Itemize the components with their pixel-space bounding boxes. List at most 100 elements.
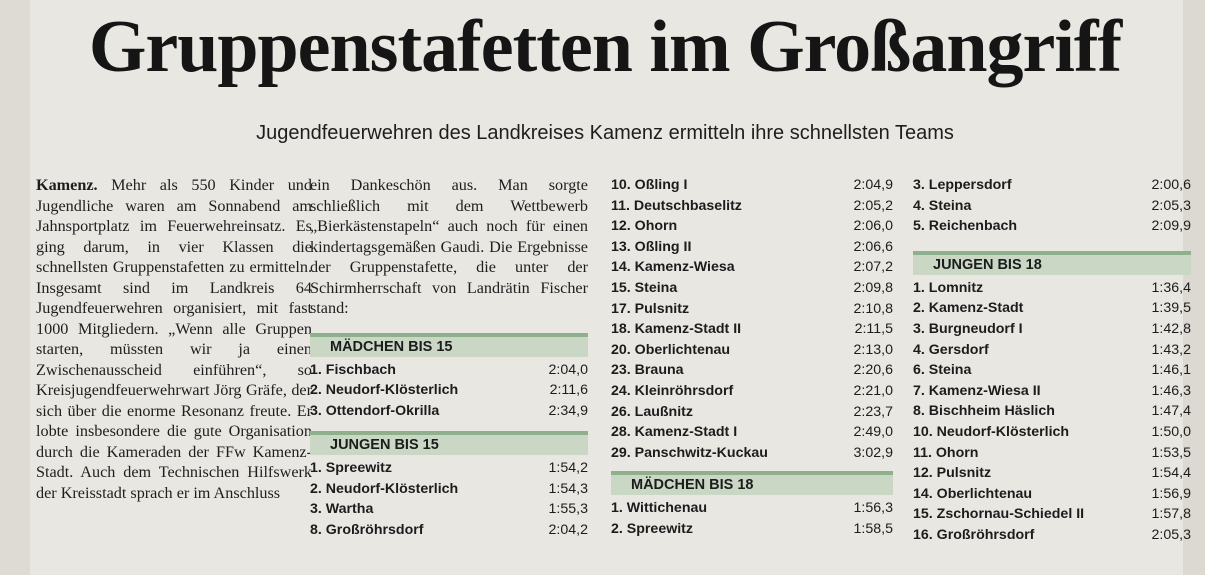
- article-column-2: ein Dankeschön aus. Man sorgte schließli…: [310, 175, 588, 541]
- team-name: 16. Großröhrsdorf: [913, 526, 1035, 543]
- result-row: 17. Pulsnitz 2:10,8: [611, 299, 893, 320]
- team-name: 4. Steina: [913, 197, 972, 214]
- result-time: 2:49,0: [853, 424, 893, 441]
- article-text-1: Mehr als 550 Kinder und Jugendliche ware…: [36, 176, 312, 502]
- result-row: 7. Kamenz-Wiesa II 1:46,3: [913, 381, 1191, 402]
- section-header-jungen-18: JUNGEN BIS 18: [913, 250, 1191, 275]
- result-time: 2:06,6: [853, 238, 893, 255]
- result-row: 3. Ottendorf-Okrilla 2:34,9: [310, 401, 588, 422]
- result-time: 1:57,8: [1151, 506, 1191, 523]
- result-row: 2. Neudorf-Klösterlich 1:54,3: [310, 479, 588, 500]
- result-time: 1:50,0: [1151, 423, 1191, 440]
- result-time: 1:58,5: [853, 520, 893, 537]
- team-name: 3. Burgneudorf I: [913, 320, 1023, 337]
- result-time: 2:05,3: [1151, 197, 1191, 214]
- result-row: 14. Oberlichtenau 1:56,9: [913, 484, 1191, 505]
- result-time: 2:09,8: [853, 279, 893, 296]
- team-name: 12. Pulsnitz: [913, 465, 992, 482]
- result-time: 2:20,6: [853, 362, 893, 379]
- team-name: 4. Gersdorf: [913, 341, 989, 358]
- team-name: 3. Ottendorf-Okrilla: [310, 402, 440, 419]
- result-time: 2:04,0: [548, 361, 588, 378]
- result-row: 10. Oßling I 2:04,9: [611, 175, 893, 196]
- team-name: 8. Großröhrsdorf: [310, 522, 424, 539]
- team-name: 2. Neudorf-Klösterlich: [310, 382, 459, 399]
- section-header-maedchen-15: MÄDCHEN BIS 15: [310, 332, 588, 357]
- result-time: 1:47,4: [1151, 403, 1191, 420]
- subheadline: Jugendfeuerwehren des Landkreises Kamenz…: [256, 122, 954, 144]
- team-name: 2. Neudorf-Klösterlich: [310, 480, 459, 497]
- result-time: 1:36,4: [1151, 279, 1191, 296]
- result-row: 1. Wittichenau 1:56,3: [611, 498, 893, 519]
- result-time: 3:02,9: [853, 444, 893, 461]
- result-time: 1:54,4: [1151, 465, 1191, 482]
- result-time: 2:10,8: [853, 300, 893, 317]
- result-row: 23. Brauna 2:20,6: [611, 360, 893, 381]
- result-row: 12. Pulsnitz 1:54,4: [913, 463, 1191, 484]
- result-time: 1:46,3: [1151, 382, 1191, 399]
- team-name: 26. Laußnitz: [611, 403, 693, 420]
- result-time: 2:00,6: [1151, 177, 1191, 193]
- team-name: 15. Zschornau-Schiedel II: [913, 506, 1085, 523]
- result-time: 2:09,9: [1151, 218, 1191, 235]
- team-name: 1. Wittichenau: [611, 500, 708, 517]
- team-name: 11. Ohorn: [913, 444, 979, 461]
- result-row: 3. Wartha 1:55,3: [310, 499, 588, 520]
- team-name: 1. Lomnitz: [913, 279, 984, 296]
- result-time: 2:05,3: [1151, 526, 1191, 543]
- result-row: 5. Reichenbach 2:09,9: [913, 216, 1191, 237]
- result-time: 2:34,9: [548, 402, 588, 419]
- result-row: 1. Fischbach 2:04,0: [310, 360, 588, 381]
- result-time: 2:23,7: [853, 403, 893, 420]
- result-time: 2:13,0: [853, 341, 893, 358]
- team-name: 15. Steina: [611, 279, 678, 296]
- team-name: 13. Oßling II: [611, 238, 692, 255]
- result-row: 2. Spreewitz 1:58,5: [611, 519, 893, 540]
- result-row: 6. Steina 1:46,1: [913, 360, 1191, 381]
- result-time: 1:46,1: [1151, 362, 1191, 379]
- result-row: 4. Gersdorf 1:43,2: [913, 340, 1191, 361]
- result-time: 2:04,9: [853, 177, 893, 193]
- team-name: 2. Kamenz-Stadt: [913, 300, 1024, 317]
- result-row: 10. Neudorf-Klösterlich 1:50,0: [913, 422, 1191, 443]
- result-row: 8. Großröhrsdorf 2:04,2: [310, 520, 588, 541]
- result-time: 1:43,2: [1151, 341, 1191, 358]
- result-row: 1. Lomnitz 1:36,4: [913, 278, 1191, 299]
- result-time: 2:07,2: [853, 259, 893, 276]
- result-time: 1:39,5: [1151, 300, 1191, 317]
- result-row: 28. Kamenz-Stadt I 2:49,0: [611, 422, 893, 443]
- result-time: 2:11,6: [549, 382, 588, 399]
- result-time: 1:56,3: [853, 500, 893, 517]
- team-name: 7. Kamenz-Wiesa II: [913, 382, 1041, 399]
- result-row: 29. Panschwitz-Kuckau 3:02,9: [611, 443, 893, 464]
- team-name: 24. Kleinröhrsdorf: [611, 382, 734, 399]
- result-row: 15. Zschornau-Schiedel II 1:57,8: [913, 504, 1191, 525]
- result-row: 18. Kamenz-Stadt II 2:11,5: [611, 319, 893, 340]
- dateline: Kamenz.: [36, 176, 98, 194]
- result-row: 4. Steina 2:05,3: [913, 196, 1191, 217]
- team-name: 18. Kamenz-Stadt II: [611, 321, 742, 338]
- results-column-4: 3. Leppersdorf 2:00,6 4. Steina 2:05,3 5. Re…: [913, 175, 1191, 546]
- team-name: 14. Oberlichtenau: [913, 485, 1033, 502]
- team-name: 23. Brauna: [611, 362, 684, 379]
- result-row: 3. Burgneudorf I 1:42,8: [913, 319, 1191, 340]
- results-maedchen-15: MÄDCHEN BIS 15 1. Fischbach 2:04,0 2. Neud…: [310, 332, 588, 541]
- result-row: 13. Oßling II 2:06,6: [611, 237, 893, 258]
- result-time: 1:54,2: [548, 460, 588, 477]
- team-name: 10. Oßling I: [611, 177, 688, 193]
- team-name: 1. Spreewitz: [310, 460, 393, 477]
- result-row: 14. Kamenz-Wiesa 2:07,2: [611, 257, 893, 278]
- team-name: 1. Fischbach: [310, 361, 396, 378]
- results-column-3: 10. Oßling I 2:04,9 11. Deutschbaselitz 2:0…: [611, 175, 893, 540]
- result-row: 12. Ohorn 2:06,0: [611, 216, 893, 237]
- result-row: 20. Oberlichtenau 2:13,0: [611, 340, 893, 361]
- result-time: 2:11,5: [854, 321, 893, 338]
- result-row: 11. Ohorn 1:53,5: [913, 443, 1191, 464]
- team-name: 14. Kamenz-Wiesa: [611, 259, 735, 276]
- team-name: 3. Wartha: [310, 501, 374, 518]
- team-name: 6. Steina: [913, 362, 972, 379]
- result-time: 2:05,2: [853, 197, 893, 214]
- team-name: 8. Bischheim Häslich: [913, 403, 1055, 420]
- team-name: 10. Neudorf-Klösterlich: [913, 423, 1070, 440]
- result-row: 26. Laußnitz 2:23,7: [611, 402, 893, 423]
